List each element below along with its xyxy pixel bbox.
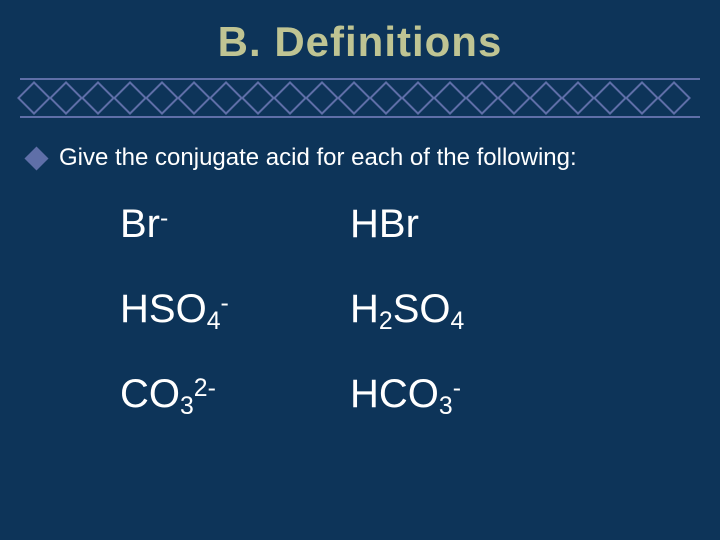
diamond-icon (561, 81, 595, 115)
diamond-icon (49, 81, 83, 115)
formula-left-1: HSO4- (120, 287, 350, 332)
formula-right-0: HBr (350, 202, 580, 247)
prompt-text: Give the conjugate acid for each of the … (59, 144, 577, 172)
formula-left-2: CO32- (120, 372, 350, 417)
diamond-icon (625, 81, 659, 115)
diamond-icon (113, 81, 147, 115)
formula-right-1: H2SO4 (350, 287, 580, 332)
formula-left-0: Br - (120, 202, 350, 247)
diamond-icon (369, 81, 403, 115)
diamond-icon (305, 81, 339, 115)
formula-right-2: HCO3- (350, 372, 580, 417)
diamond-icon (145, 81, 179, 115)
diamond-icon (465, 81, 499, 115)
diamond-row (20, 80, 700, 116)
prompt-row: Give the conjugate acid for each of the … (0, 118, 720, 172)
bullet-icon (24, 146, 48, 170)
diamond-icon (177, 81, 211, 115)
diamond-icon (273, 81, 307, 115)
page-title: B. Definitions (0, 0, 720, 66)
diamond-icon (657, 81, 691, 115)
diamond-icon (337, 81, 371, 115)
diamond-icon (593, 81, 627, 115)
decorative-divider (0, 78, 720, 118)
diamond-icon (81, 81, 115, 115)
diamond-icon (17, 81, 51, 115)
formula-grid: Br -HBrHSO4-H2SO4CO32-HCO3- (120, 202, 720, 417)
diamond-icon (433, 81, 467, 115)
diamond-icon (241, 81, 275, 115)
diamond-icon (497, 81, 531, 115)
diamond-icon (401, 81, 435, 115)
diamond-icon (529, 81, 563, 115)
diamond-icon (209, 81, 243, 115)
